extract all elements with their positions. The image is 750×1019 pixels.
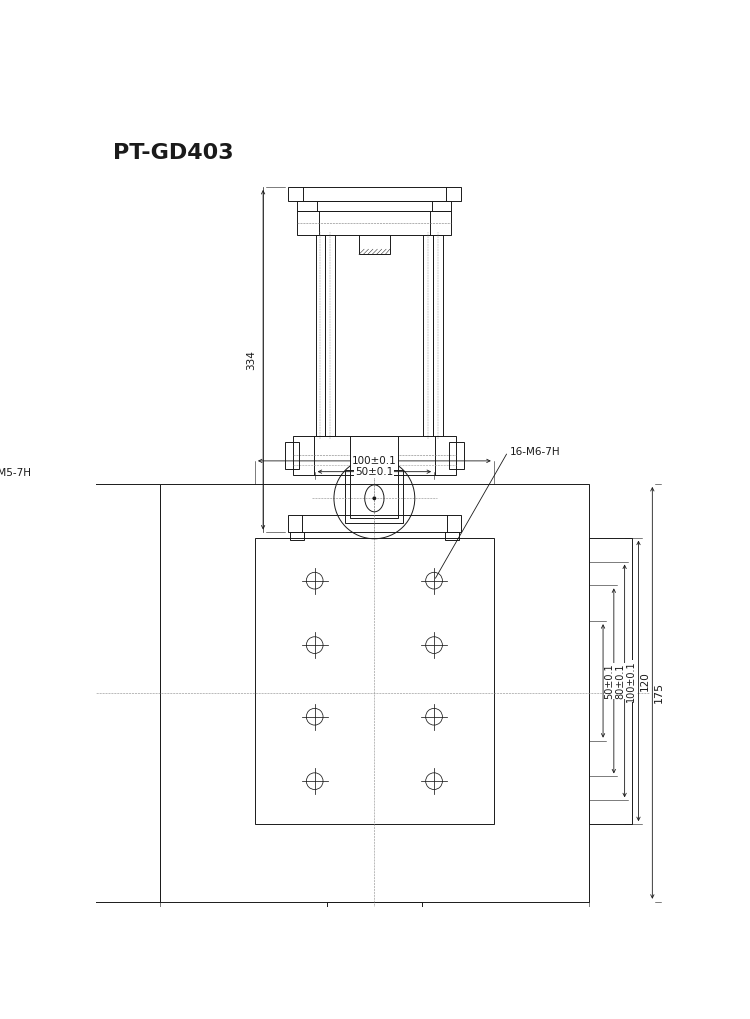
Text: 6-M5-7H: 6-M5-7H [0, 468, 32, 478]
Text: 120: 120 [640, 672, 650, 691]
Bar [350, 475, 398, 518]
Bar [346, 470, 404, 523]
Text: 80±0.1: 80±0.1 [615, 663, 626, 699]
Bar [285, 442, 299, 469]
Bar [292, 436, 456, 475]
Bar [424, 235, 433, 436]
Bar [433, 235, 442, 436]
Text: 50±0.1: 50±0.1 [604, 663, 614, 699]
Bar [288, 186, 461, 202]
Bar [326, 235, 335, 436]
Bar [297, 202, 452, 211]
Text: PT-GD403: PT-GD403 [112, 143, 233, 163]
Bar [297, 211, 452, 235]
Text: 100±0.1: 100±0.1 [626, 660, 636, 702]
Text: 16-M6-7H: 16-M6-7H [509, 446, 560, 457]
Bar [290, 532, 304, 540]
Bar [350, 436, 398, 475]
Bar [449, 442, 464, 469]
Polygon shape [0, 484, 160, 902]
Bar [255, 538, 494, 824]
Bar [359, 235, 390, 255]
Bar [590, 538, 632, 824]
Bar [327, 902, 422, 1019]
Bar [160, 484, 590, 902]
Text: 334: 334 [246, 350, 256, 370]
Bar [316, 235, 326, 436]
Text: 175: 175 [654, 683, 664, 703]
Bar [445, 532, 459, 540]
Circle shape [373, 496, 376, 500]
Bar [288, 516, 461, 533]
Bar [341, 985, 408, 1019]
Bar [338, 973, 410, 1019]
Text: 100±0.1: 100±0.1 [352, 455, 397, 466]
Text: 50±0.1: 50±0.1 [356, 467, 394, 477]
